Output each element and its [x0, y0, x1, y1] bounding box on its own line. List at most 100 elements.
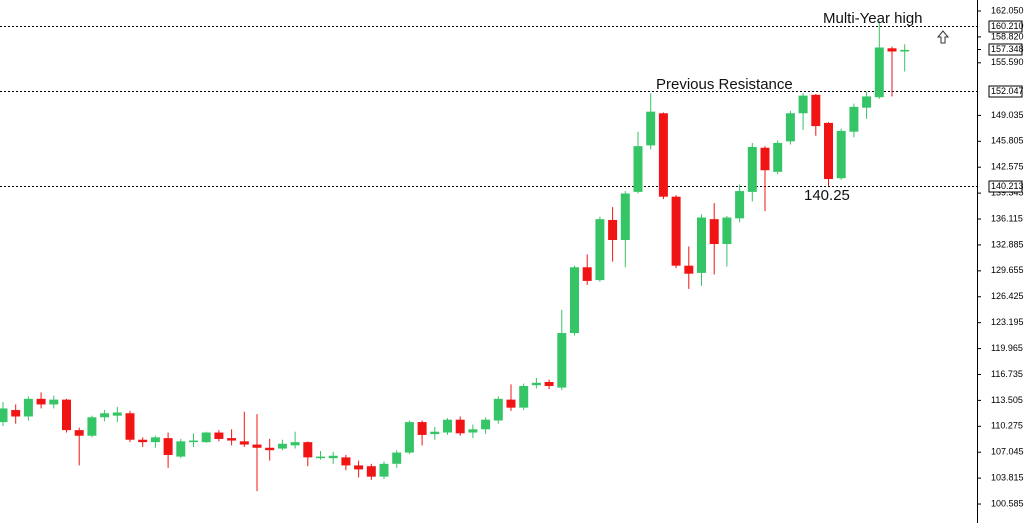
candle-body — [785, 113, 795, 142]
candle-body — [735, 191, 745, 219]
y-tick-label: 119.965 — [991, 343, 1023, 353]
y-tick-label: 113.505 — [991, 395, 1023, 405]
candle-body — [417, 422, 427, 435]
candle-body — [404, 422, 414, 453]
candle-body — [658, 113, 668, 197]
candle-body — [366, 466, 376, 477]
candle-body — [760, 147, 770, 171]
candle-body — [646, 111, 656, 146]
candle-body — [430, 431, 440, 435]
y-tick-label: 116.735 — [991, 369, 1023, 379]
y-tick-label: 132.885 — [991, 239, 1024, 249]
candle-body — [747, 146, 757, 192]
level-label: 140.213 — [991, 181, 1024, 191]
y-tick-label: 110.275 — [991, 421, 1023, 431]
y-tick-label: 158.820 — [991, 31, 1024, 41]
candle-body — [201, 432, 211, 443]
y-tick-label: 142.575 — [991, 162, 1024, 172]
candle-body — [341, 457, 351, 466]
y-tick-label: 136.115 — [991, 213, 1023, 223]
candle-body — [633, 146, 643, 192]
candle-body — [481, 419, 491, 430]
annotation: 140.25 — [804, 187, 850, 204]
candle-body — [671, 196, 681, 266]
candle-body — [23, 398, 33, 417]
level-label-box — [988, 180, 1023, 193]
candle-body — [455, 419, 465, 434]
candle-body — [582, 267, 592, 281]
candle-body — [0, 408, 8, 423]
candle-body — [531, 382, 541, 386]
candle-body — [163, 438, 173, 455]
candle-body — [277, 443, 287, 449]
candle-body — [239, 441, 249, 445]
y-tick-label: 149.035 — [991, 110, 1024, 120]
level-label-box — [988, 85, 1023, 98]
candle-body — [62, 399, 71, 431]
up-arrow-icon — [936, 30, 950, 44]
candle-body — [316, 456, 325, 459]
candle-body — [176, 441, 186, 457]
candle-body — [773, 142, 783, 172]
candle-body — [506, 399, 516, 408]
candle-body — [874, 47, 884, 98]
candle-body — [811, 94, 821, 127]
candle-body — [112, 412, 122, 416]
candle-body — [849, 106, 859, 132]
candle-body — [544, 381, 554, 386]
y-tick-label: 155.590 — [991, 57, 1024, 67]
level-label-box — [988, 20, 1023, 33]
candle-body — [49, 399, 59, 405]
y-tick-label: 103.815 — [991, 472, 1024, 482]
y-tick-label: 126.425 — [991, 291, 1024, 301]
candle-body — [709, 219, 719, 245]
candle-body — [493, 398, 503, 421]
candle-body — [303, 442, 313, 458]
candle-body — [697, 217, 706, 273]
candle-body — [570, 267, 579, 334]
candle-body — [328, 455, 338, 459]
candle-body — [608, 219, 618, 241]
candle-body — [87, 417, 97, 436]
candle-body — [379, 463, 389, 477]
candle-body — [468, 429, 478, 433]
candle-body — [824, 122, 833, 180]
candle-body — [722, 217, 732, 245]
candle-body — [684, 265, 694, 274]
annotation: Previous Resistance — [656, 76, 793, 93]
candle-body — [290, 442, 300, 446]
candle-body — [11, 410, 21, 417]
candle-body — [557, 333, 567, 388]
candle-body — [138, 439, 148, 443]
annotation: Multi-Year high — [823, 10, 923, 27]
y-tick-label: 100.585 — [991, 498, 1024, 508]
candle-body — [227, 438, 237, 441]
candle-body — [354, 465, 364, 470]
candle-body — [392, 452, 402, 464]
level-label: 152.047 — [991, 86, 1024, 96]
candle-body — [887, 48, 897, 52]
y-tick-label: 145.805 — [991, 136, 1024, 146]
y-tick-label: 123.195 — [991, 317, 1024, 327]
candle-body — [125, 413, 135, 440]
candle-body — [189, 440, 198, 443]
y-tick-label: 107.045 — [991, 447, 1024, 457]
y-tick-label: 162.050 — [991, 5, 1024, 15]
candle-body — [214, 432, 224, 439]
candle-body — [836, 130, 846, 179]
candle-body — [519, 385, 529, 408]
current-price-label: 157.348 — [991, 44, 1024, 54]
candle-body — [100, 413, 110, 418]
current-price-box — [988, 43, 1023, 56]
candle-body — [620, 193, 630, 241]
candle-body — [252, 444, 262, 448]
candle-body — [900, 49, 910, 52]
candle-body — [36, 398, 46, 405]
candle-body — [595, 219, 605, 281]
candle-body — [74, 430, 84, 436]
y-tick-label: 129.655 — [991, 265, 1024, 275]
candle-body — [265, 447, 275, 451]
candle-body — [150, 437, 160, 443]
